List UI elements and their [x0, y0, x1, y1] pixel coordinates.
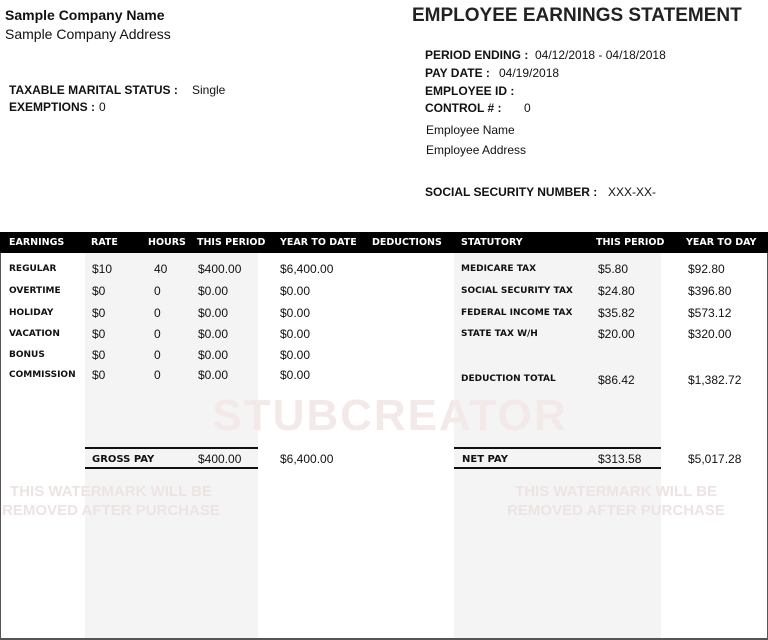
period-value: 04/12/2018 - 04/18/2018 [535, 48, 666, 62]
earning-rate: $0 [92, 348, 106, 362]
gross-pay-label: GROSS PAY [92, 454, 155, 465]
watermark-notice-right: THIS WATERMARK WILL BE REMOVED AFTER PURC… [507, 483, 725, 519]
earning-hours: 0 [154, 327, 161, 341]
earning-this-period: $0.00 [198, 327, 229, 341]
earning-name: COMMISSION [9, 370, 76, 380]
employee-address: Employee Address [426, 143, 527, 157]
control-label: CONTROL # : [425, 101, 502, 115]
page-title: EMPLOYEE EARNINGS STATEMENT [412, 5, 742, 26]
statutory-this-period: $35.82 [598, 306, 635, 320]
earning-name: VACATION [9, 329, 60, 339]
exemptions-value: 0 [99, 100, 106, 114]
column-header-statutory: STATUTORY [461, 237, 523, 248]
company-address: Sample Company Address [5, 26, 171, 42]
watermark-brand: STUBCREATOR [212, 391, 568, 440]
net-rule-bottom [454, 467, 661, 469]
statutory-ytd: $320.00 [688, 327, 732, 341]
earning-hours: 0 [154, 348, 161, 362]
earning-name: BONUS [9, 350, 45, 360]
gross-pay-period: $400.00 [198, 452, 242, 466]
column-header-this-period: THIS PERIOD [197, 237, 266, 248]
earning-this-period: $0.00 [198, 348, 229, 362]
earning-ytd: $0.00 [280, 306, 311, 320]
earning-rate: $0 [92, 368, 106, 382]
earning-hours: 0 [154, 368, 161, 382]
column-header-earnings: EARNINGS [9, 237, 65, 248]
employee-name: Employee Name [426, 123, 515, 137]
column-header-stat-year-to-day: YEAR TO DAY [686, 237, 757, 248]
earning-name: HOLIDAY [9, 308, 54, 318]
net-rule-top [454, 447, 661, 449]
marital-value: Single [192, 83, 226, 97]
earning-ytd: $0.00 [280, 368, 311, 382]
earning-name: OVERTIME [9, 286, 61, 296]
shaded-column-statutory [454, 253, 661, 640]
earning-this-period: $0.00 [198, 306, 229, 320]
gross-rule-top [85, 447, 258, 449]
ssn-value: XXX-XX- [608, 185, 657, 199]
column-header-stat-this-period: THIS PERIOD [596, 237, 665, 248]
ssn-label: SOCIAL SECURITY NUMBER : [425, 185, 598, 199]
earning-rate: $0 [92, 284, 106, 298]
shaded-column-earnings [85, 253, 258, 640]
deduction-total-period: $86.42 [598, 373, 635, 387]
earning-name: REGULAR [9, 264, 57, 274]
earning-ytd: $6,400.00 [280, 262, 334, 276]
gross-pay-ytd: $6,400.00 [280, 452, 334, 466]
statutory-ytd: $396.80 [688, 284, 732, 298]
column-header-deductions: DEDUCTIONS [372, 237, 442, 248]
earning-rate: $10 [92, 262, 113, 276]
statutory-this-period: $5.80 [598, 262, 629, 276]
paydate-value: 04/19/2018 [499, 66, 560, 80]
net-pay-ytd: $5,017.28 [688, 452, 742, 466]
earning-rate: $0 [92, 306, 106, 320]
statutory-ytd: $573.12 [688, 306, 732, 320]
earning-hours: 0 [154, 284, 161, 298]
statutory-name: SOCIAL SECURITY TAX [461, 286, 573, 296]
statutory-this-period: $24.80 [598, 284, 635, 298]
statutory-ytd: $92.80 [688, 262, 725, 276]
earning-this-period: $400.00 [198, 262, 242, 276]
deduction-total-ytd: $1,382.72 [688, 373, 742, 387]
earning-hours: 40 [154, 262, 168, 276]
gross-rule-bottom [85, 467, 258, 469]
earning-ytd: $0.00 [280, 284, 311, 298]
earning-hours: 0 [154, 306, 161, 320]
earning-this-period: $0.00 [198, 368, 229, 382]
employee-id-label: EMPLOYEE ID : [425, 84, 515, 98]
net-pay-label: NET PAY [462, 454, 508, 465]
table-header-band [0, 232, 768, 253]
earning-this-period: $0.00 [198, 284, 229, 298]
deduction-total-label: DEDUCTION TOTAL [461, 374, 556, 384]
earning-rate: $0 [92, 327, 106, 341]
net-pay-period: $313.58 [598, 452, 642, 466]
statutory-this-period: $20.00 [598, 327, 635, 341]
watermark-notice-left: THIS WATERMARK WILL BE REMOVED AFTER PURC… [2, 483, 220, 519]
period-label: PERIOD ENDING : [425, 48, 529, 62]
marital-label: TAXABLE MARITAL STATUS : [9, 83, 178, 97]
company-name: Sample Company Name [5, 7, 165, 23]
statutory-name: FEDERAL INCOME TAX [461, 308, 573, 318]
column-header-rate: RATE [91, 237, 118, 248]
statutory-name: STATE TAX W/H [461, 329, 538, 339]
paydate-label: PAY DATE : [425, 66, 490, 80]
earning-ytd: $0.00 [280, 327, 311, 341]
statutory-name: MEDICARE TAX [461, 264, 537, 274]
column-header-year-to-date: YEAR TO DATE [280, 237, 357, 248]
exemptions-label: EXEMPTIONS : [9, 100, 96, 114]
control-value: 0 [524, 101, 531, 115]
column-header-hours: HOURS [148, 237, 186, 248]
earning-ytd: $0.00 [280, 348, 311, 362]
